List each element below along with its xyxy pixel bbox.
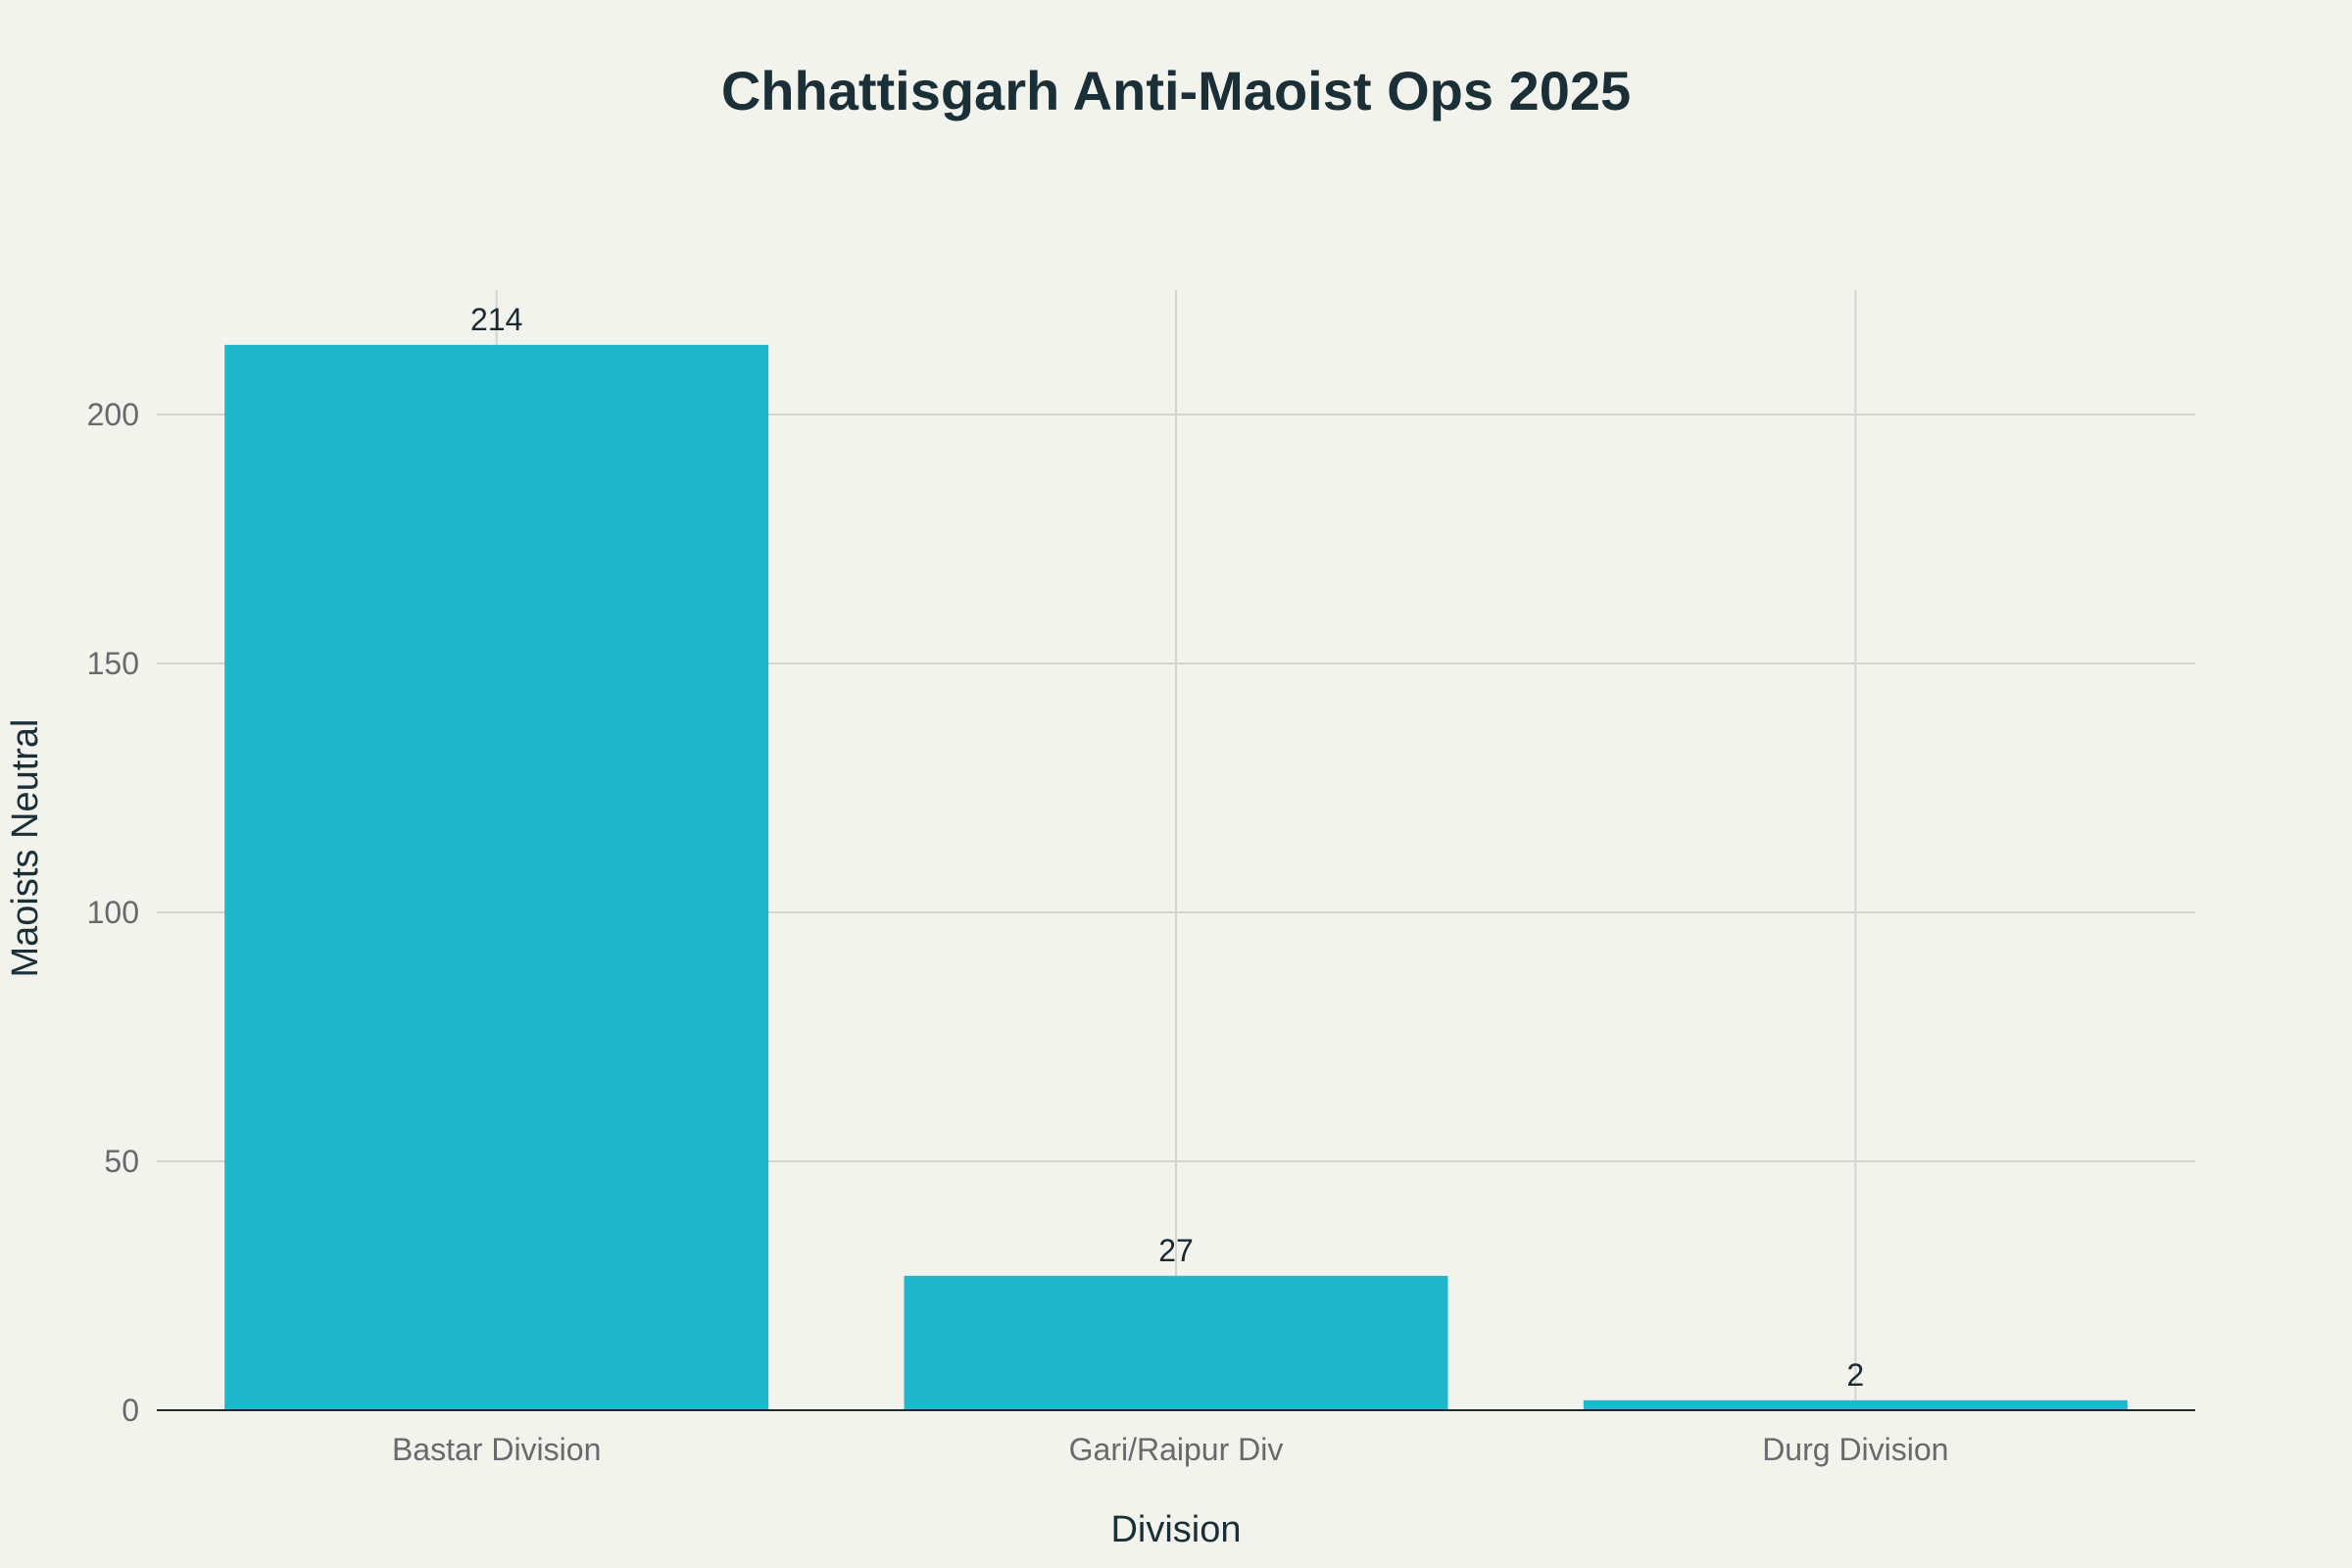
- y-tick-label: 150: [87, 646, 139, 681]
- chart-title: Chhattisgarh Anti-Maoist Ops 2025: [720, 60, 1632, 122]
- bar-value-label: 214: [470, 302, 522, 337]
- bar-value-label: 2: [1846, 1357, 1864, 1393]
- x-tick-labels: Bastar Division Gari/Raipur Div Durg Divis…: [392, 1432, 1949, 1467]
- bar-value-label: 27: [1158, 1233, 1194, 1268]
- y-tick-label: 50: [104, 1144, 139, 1179]
- bar: [1583, 1399, 2128, 1410]
- y-tick-label: 100: [87, 895, 139, 930]
- bar: [224, 344, 769, 1410]
- y-tick-label: 200: [87, 397, 139, 432]
- x-tick-label: Bastar Division: [392, 1432, 601, 1467]
- x-tick-label: Gari/Raipur Div: [1069, 1432, 1284, 1467]
- y-tick-labels: 0 50 100 150 200: [87, 397, 139, 1428]
- bar: [904, 1275, 1448, 1410]
- x-tick-label: Durg Division: [1762, 1432, 1948, 1467]
- bar-series: [224, 344, 2128, 1410]
- bar-data-labels: 214 27 2: [470, 302, 1864, 1393]
- y-tick-label: 0: [122, 1393, 139, 1428]
- x-axis-title: Division: [1110, 1509, 1241, 1550]
- y-axis-title: Maoists Neutral: [5, 719, 46, 978]
